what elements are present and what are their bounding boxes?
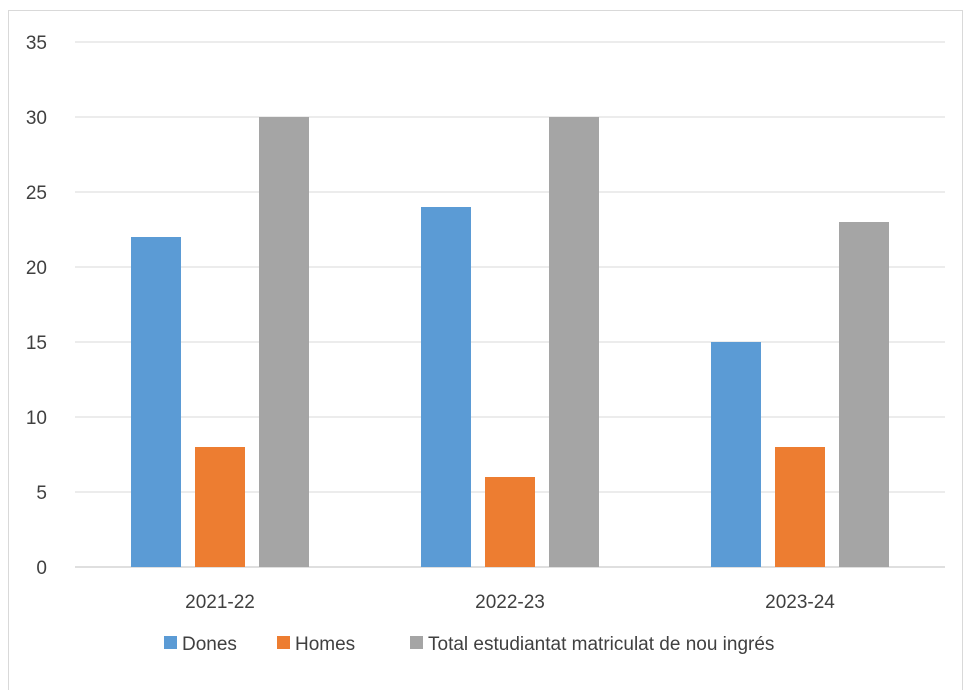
legend-swatch [277,636,290,649]
legend-label: Total estudiantat matriculat de nou ingr… [428,634,774,655]
y-tick-label: 35 [26,33,47,54]
y-tick-label: 15 [26,333,47,354]
bar-dones-2022-23 [421,207,471,567]
bar-homes-2021-22 [195,447,245,567]
bars [131,117,889,567]
bar-homes-2023-24 [775,447,825,567]
y-tick-label: 25 [26,183,47,204]
x-category-label: 2023-24 [765,592,835,613]
bar-dones-2023-24 [711,342,761,567]
y-tick-label: 5 [36,483,47,504]
x-category-label: 2022-23 [475,592,545,613]
bar-total-2022-23 [549,117,599,567]
bar-homes-2022-23 [485,477,535,567]
legend-label: Dones [182,634,237,655]
y-tick-label: 30 [26,108,47,129]
legend-swatch [410,636,423,649]
chart-frame [8,10,963,690]
y-tick-label: 0 [36,558,47,579]
bar-dones-2021-22 [131,237,181,567]
legend-swatch [164,636,177,649]
y-tick-label: 10 [26,408,47,429]
y-tick-label: 20 [26,258,47,279]
x-category-label: 2021-22 [185,592,255,613]
legend-label: Homes [295,634,355,655]
bar-total-2023-24 [839,222,889,567]
x-axis-labels: 2021-22 2022-23 2023-24 [185,592,835,613]
y-axis-ticks: 0 5 10 15 20 25 30 35 [26,33,47,579]
bar-total-2021-22 [259,117,309,567]
legend: Dones Homes Total estudiantat matriculat d… [164,634,774,655]
